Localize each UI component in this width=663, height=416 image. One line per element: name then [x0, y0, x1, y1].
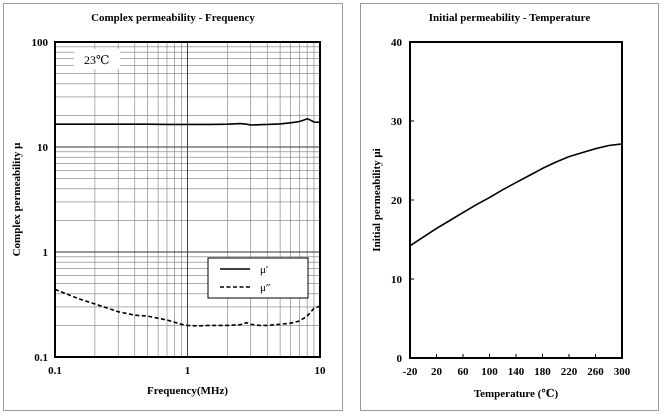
series-line-mu-real	[55, 117, 321, 126]
x-tick-label: 140	[508, 366, 525, 378]
x-tick-label: 220	[561, 366, 578, 378]
chart-panel-permeability-frequency: Complex permeability - Frequency	[3, 3, 343, 411]
x-tick-label: 180	[534, 366, 551, 378]
x-tick-label: 10	[315, 365, 327, 377]
y-tick-label: 10	[37, 142, 49, 154]
y-tick-label: 10	[391, 274, 403, 286]
x-tick-label: 260	[587, 366, 604, 378]
y-tick-label: 1	[43, 247, 49, 259]
x-tick-label: -20	[403, 366, 418, 378]
series-line-mu-imag	[54, 288, 321, 327]
y-tick-label: 40	[391, 37, 403, 49]
y-tick-label: 0	[397, 353, 403, 365]
chart-title: Complex permeability - Frequency	[91, 12, 255, 24]
y-tick-label: 0.1	[34, 352, 48, 364]
annotation-background	[74, 49, 120, 69]
x-tick-label: 60	[458, 366, 470, 378]
x-tick-label: 0.1	[48, 365, 62, 377]
x-tick-label: 20	[431, 366, 443, 378]
x-tick-label: 100	[481, 366, 498, 378]
legend-box	[207, 257, 309, 299]
y-tick-label: 20	[391, 195, 403, 207]
y-axis-label: Initial permeability μi	[371, 148, 383, 251]
y-tick-label: 100	[32, 37, 49, 49]
x-tick-label: 1	[185, 365, 191, 377]
y-axis-label: Complex permeability μ	[11, 142, 23, 257]
plot-frame	[409, 41, 623, 359]
series-line-initial-permeability	[409, 143, 623, 247]
x-axis-label: Frequency(MHz)	[147, 385, 228, 397]
chart-title: Initial permeability - Temperature	[428, 12, 591, 24]
plot-frame	[54, 41, 321, 358]
x-tick-label: 300	[614, 366, 631, 378]
temperature-annotation: 23℃	[84, 53, 109, 67]
legend-label: μ′	[260, 264, 268, 276]
y-tick-label: 30	[391, 116, 403, 128]
legend-label: μ″	[260, 282, 270, 294]
x-axis-label: Temperature (℃)	[474, 388, 559, 400]
